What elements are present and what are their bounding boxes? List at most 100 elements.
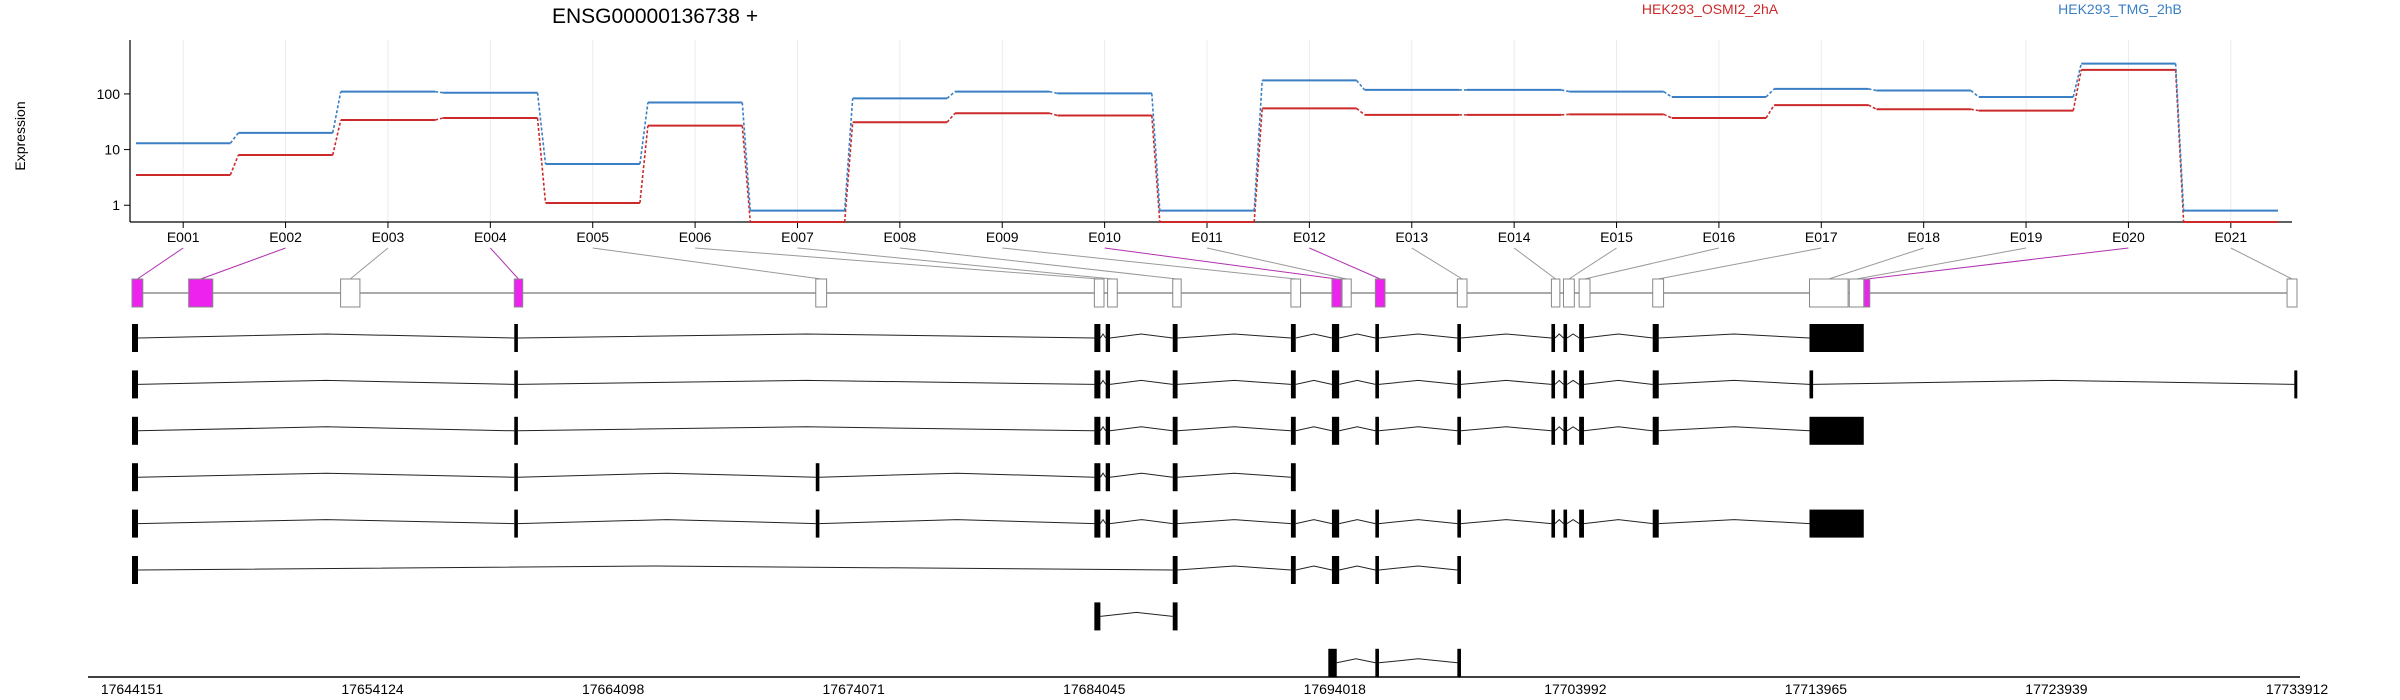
legend-series-a: HEK293_OSMI2_2hA [1642, 1, 1779, 17]
genomic-tick-label: 17684045 [1063, 681, 1126, 697]
transcript-row [132, 324, 1864, 352]
transcript-exon [1457, 416, 1461, 445]
gene-exon [815, 278, 828, 308]
x-tick-label: E008 [884, 229, 917, 245]
transcript-row [132, 370, 2298, 399]
transcript-intron [1460, 519, 1552, 525]
genomic-tick-label: 17723939 [2025, 681, 2088, 697]
gene-exon [1578, 278, 1591, 308]
transcript-exon [1172, 463, 1178, 492]
transcript-intron [517, 379, 1095, 385]
transcript-exon [1579, 416, 1584, 445]
transcript-row [132, 556, 1461, 584]
x-tick-label: E016 [1703, 229, 1736, 245]
transcript-intron [1566, 518, 1580, 525]
series-connector [741, 102, 752, 211]
transcript-exon [132, 509, 139, 538]
transcript-intron [1658, 333, 1810, 339]
transcript-exon [1551, 416, 1556, 445]
transcript-exon [514, 324, 518, 352]
series-connector [639, 125, 649, 204]
exon-connector [1411, 247, 1463, 280]
gene-exon [1172, 278, 1182, 308]
exon-connector [349, 247, 389, 280]
x-tick-label: E020 [2112, 229, 2145, 245]
transcript-exon [1094, 463, 1101, 492]
transcript-models [132, 324, 2298, 677]
transcript-intron [1566, 426, 1580, 432]
series-connector [2072, 69, 2083, 111]
series-connector [843, 98, 854, 211]
transcript-exon [1331, 324, 1340, 352]
series-connector [946, 90, 956, 100]
transcript-intron [1295, 333, 1333, 339]
series-connector [639, 102, 649, 165]
transcript-intron [1109, 379, 1173, 385]
transcript-exon [2294, 370, 2298, 399]
transcript-exon [1094, 509, 1101, 538]
transcript-intron [1339, 519, 1376, 525]
transcript-exon [1172, 324, 1178, 352]
transcript-exon [1094, 602, 1101, 631]
transcript-intron [1583, 379, 1653, 385]
transcript-intron [1658, 426, 1810, 432]
exon-connector [797, 247, 1113, 280]
exon-connector [592, 247, 822, 280]
series-connector [1151, 93, 1161, 211]
transcript-intron [1099, 472, 1107, 478]
transcript-intron [1177, 565, 1291, 571]
transcript-exon [1457, 509, 1461, 538]
gene-exon [1848, 278, 1865, 308]
transcript-exon [1172, 509, 1178, 538]
transcript-intron [1295, 565, 1333, 571]
transcript-intron [1339, 565, 1376, 571]
gene-exon [188, 278, 214, 308]
transcript-exon [815, 509, 820, 538]
genomic-axis: 17644151 17654124 17664098 17674071 17684045… [88, 676, 2329, 697]
series-connector [1868, 88, 1877, 92]
x-tick-label: E015 [1600, 229, 1633, 245]
genomic-tick-label: 17733912 [2266, 681, 2329, 697]
transcript-exon [1579, 509, 1584, 538]
transcript-exon [1172, 370, 1178, 399]
x-tick-label: E019 [2010, 229, 2043, 245]
gene-exon [2286, 278, 2298, 308]
transcript-exon [1375, 416, 1379, 445]
exon-connector [1206, 247, 1347, 280]
series-connector [434, 117, 444, 121]
series-connector [741, 125, 752, 223]
transcript-intron [517, 333, 1095, 339]
x-tick-label: E017 [1805, 229, 1838, 245]
transcript-intron [1177, 379, 1291, 385]
series-connector [1765, 88, 1775, 98]
transcript-exon [1172, 602, 1178, 631]
transcript-intron [1460, 379, 1552, 385]
transcript-exon [1809, 509, 1864, 538]
transcript-row [1328, 648, 1461, 677]
transcript-intron [1339, 426, 1376, 432]
transcript-exon [1563, 509, 1568, 538]
transcript-row [132, 509, 1864, 538]
transcript-exon [514, 370, 518, 399]
transcript-row [132, 463, 1296, 492]
series-connector [1355, 79, 1366, 91]
gene-exon [1107, 278, 1118, 308]
exon-connector [1658, 247, 1822, 280]
gene-exon [1290, 278, 1302, 308]
transcript-exon [1328, 648, 1337, 677]
transcript-intron [517, 519, 816, 525]
series-connector [1253, 108, 1263, 223]
series-connector [1253, 80, 1263, 211]
series-connector [1049, 112, 1058, 117]
exon-connector [1828, 247, 1924, 280]
exon-connector [1104, 247, 1337, 280]
y-axis-label: Expression [12, 101, 28, 170]
series-connector [1970, 89, 1980, 98]
exon-connector [2230, 247, 2293, 280]
series-connector [1765, 104, 1775, 119]
exon-connector [1584, 247, 1720, 280]
transcript-intron [1460, 426, 1552, 432]
transcript-exon [1375, 648, 1379, 677]
gene-exon [513, 278, 524, 308]
transcript-intron [1100, 611, 1173, 617]
